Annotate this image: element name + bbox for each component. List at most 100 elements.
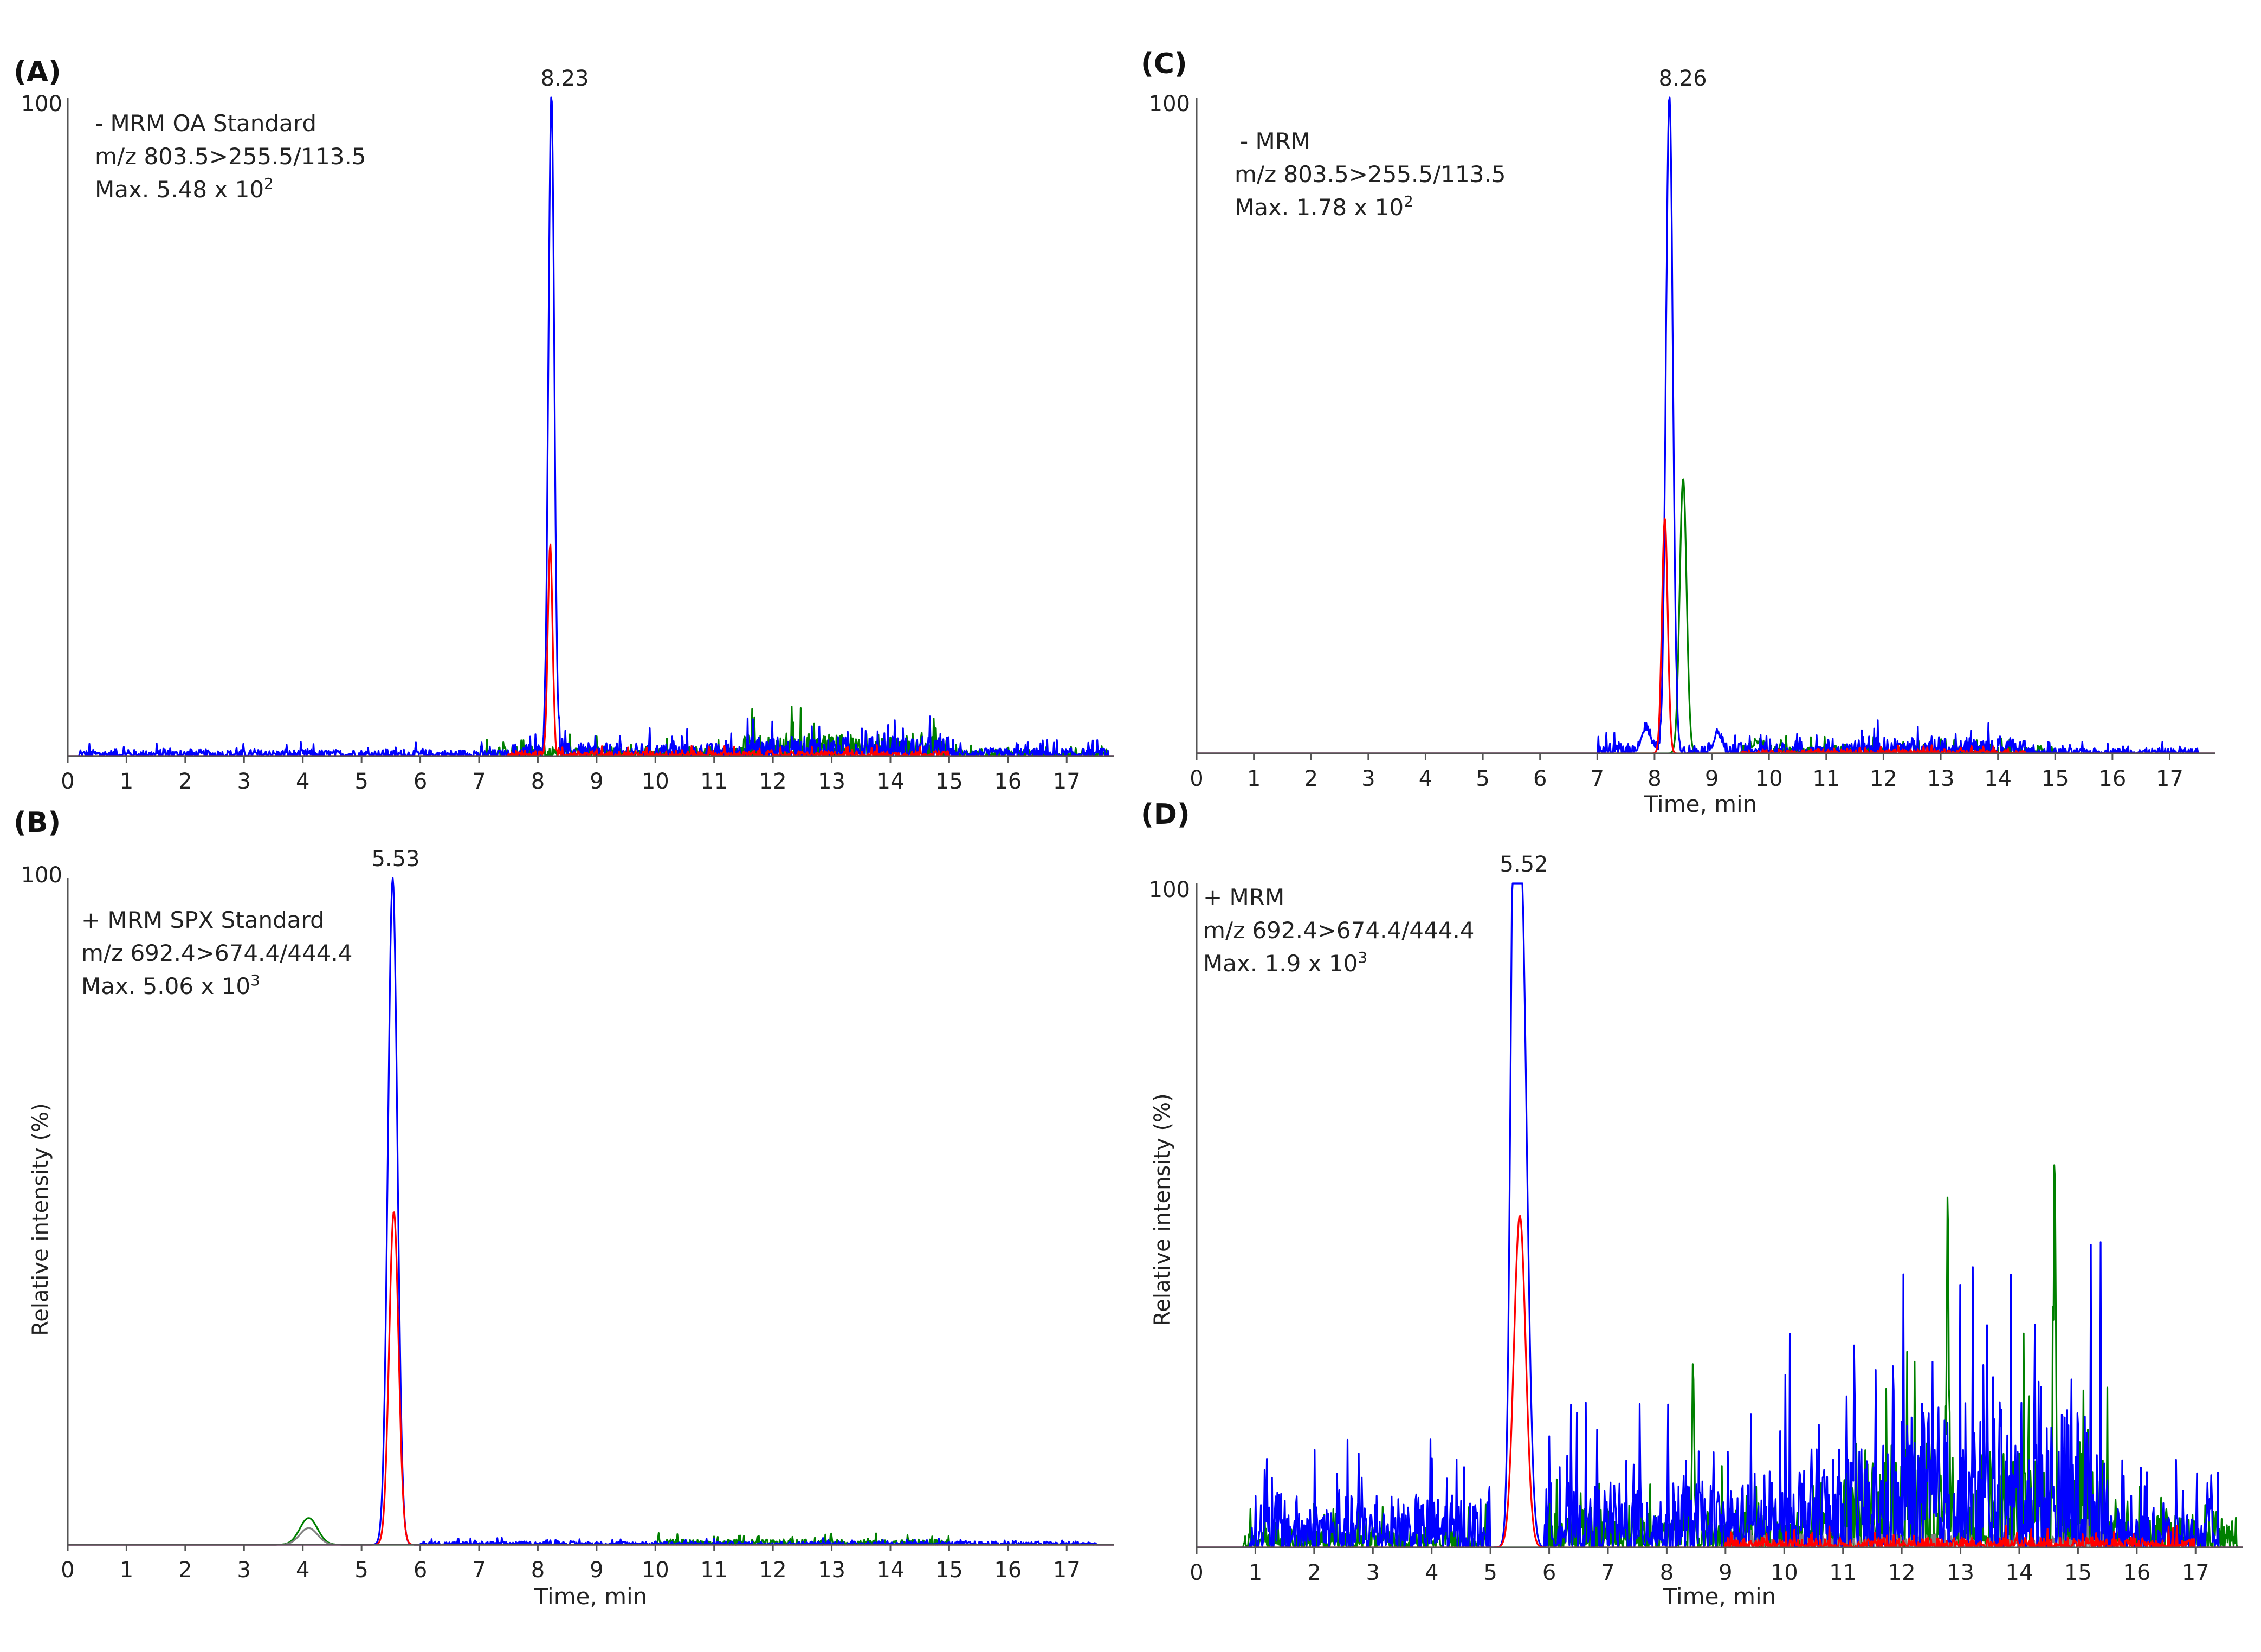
panel-d-x-tick-label: 12 bbox=[1888, 1560, 1916, 1585]
panel-b-max-exponent: 3 bbox=[250, 971, 260, 989]
panel-a-annotation-line-1: - MRM OA Standard bbox=[95, 110, 316, 137]
panel-a-x-ticks: 0 1 2 3 4 5 6 7 8 9 10 11 12 13 14 15 16 17 bbox=[61, 756, 1081, 794]
panel-c-plot-area: 0 1 2 3 4 5 6 7 8 9 10 11 12 13 14 15 16 17 8.26 - MRM m/… bbox=[1190, 66, 2216, 817]
panel-c-max-exponent: 2 bbox=[1404, 192, 1413, 210]
panel-b-x-tick-label: 7 bbox=[472, 1558, 486, 1583]
panel-b-x-tick-label: 14 bbox=[877, 1558, 905, 1583]
panel-a-annotation-line-2: m/z 803.5>255.5/113.5 bbox=[95, 143, 366, 170]
panel-d-max-exponent: 3 bbox=[1358, 948, 1367, 966]
panel-d-y-axis-title: Relative intensity (%) bbox=[1150, 1093, 1175, 1326]
panel-b-x-tick-label: 12 bbox=[759, 1558, 787, 1583]
panel-a-x-tick-label: 9 bbox=[590, 769, 603, 794]
panel-c-x-tick-label: 13 bbox=[1927, 766, 1955, 791]
panel-a-plot-area: 0 1 2 3 4 5 6 7 8 9 10 11 12 13 14 15 16 17 8.23 - MRM OA… bbox=[61, 66, 1114, 794]
panel-a-y-top-label: 100 bbox=[21, 92, 62, 117]
panel-b-x-tick-label: 0 bbox=[61, 1558, 74, 1583]
panel-b-annotation-line-2: m/z 692.4>674.4/444.4 bbox=[81, 940, 353, 966]
panel-c-annotation-line-1: - MRM bbox=[1240, 128, 1310, 154]
panel-a-max-text: Max. 5.48 x 10 bbox=[95, 176, 264, 203]
panel-c-x-tick-label: 2 bbox=[1304, 766, 1318, 791]
panel-c-x-tick-label: 3 bbox=[1361, 766, 1375, 791]
panel-b-x-tick-label: 3 bbox=[237, 1558, 251, 1583]
panel-c-annotation-line-3: Max. 1.78 x 102 bbox=[1235, 192, 1413, 221]
panel-a-x-tick-label: 8 bbox=[531, 769, 545, 794]
panel-b-max-text: Max. 5.06 x 10 bbox=[81, 973, 250, 999]
panel-c-x-ticks: 0 1 2 3 4 5 6 7 8 9 10 11 12 13 14 15 16 17 bbox=[1190, 753, 2184, 791]
panel-d-x-tick-label: 2 bbox=[1307, 1560, 1321, 1585]
panel-a-x-tick-label: 1 bbox=[120, 769, 133, 794]
panel-d-annotation-line-1: + MRM bbox=[1203, 884, 1284, 911]
panel-d-x-tick-label: 7 bbox=[1601, 1560, 1614, 1585]
panel-a-label: (A) bbox=[14, 56, 61, 88]
panel-c-x-tick-label: 4 bbox=[1419, 766, 1432, 791]
panel-b-x-tick-label: 4 bbox=[296, 1558, 309, 1583]
panel-c-peak-label: 8.26 bbox=[1658, 66, 1707, 91]
panel-d-x-tick-label: 16 bbox=[2123, 1560, 2150, 1585]
panel-c-x-tick-label: 17 bbox=[2156, 766, 2184, 791]
panel-d-x-tick-label: 8 bbox=[1660, 1560, 1674, 1585]
panel-a-x-tick-label: 4 bbox=[296, 769, 309, 794]
panel-d-x-tick-label: 3 bbox=[1366, 1560, 1380, 1585]
panel-a-x-tick-label: 0 bbox=[61, 769, 74, 794]
panel-b-x-tick-label: 2 bbox=[178, 1558, 192, 1583]
panel-a-x-tick-label: 13 bbox=[818, 769, 845, 794]
panel-d-plot-area: 0 1 2 3 4 5 6 7 8 9 10 11 12 13 14 15 16 17 5.52 + MRM m/… bbox=[1190, 852, 2243, 1610]
panel-d-annotation-line-3: Max. 1.9 x 103 bbox=[1203, 948, 1367, 977]
panel-c-x-tick-label: 16 bbox=[2098, 766, 2126, 791]
panel-d-x-axis-title: Time, min bbox=[1663, 1583, 1776, 1610]
panel-c-x-tick-label: 7 bbox=[1591, 766, 1604, 791]
panel-d-annotation-line-2: m/z 692.4>674.4/444.4 bbox=[1203, 917, 1475, 944]
panel-c-max-text: Max. 1.78 x 10 bbox=[1235, 194, 1404, 221]
panel-c-x-tick-label: 0 bbox=[1190, 766, 1203, 791]
panel-c-label: (C) bbox=[1141, 48, 1187, 80]
panel-a-x-tick-label: 3 bbox=[237, 769, 251, 794]
panel-c-x-tick-label: 11 bbox=[1812, 766, 1840, 791]
panel-d-peak-label: 5.52 bbox=[1500, 852, 1548, 877]
panel-b-x-axis-title: Time, min bbox=[534, 1583, 648, 1610]
panel-b-x-tick-label: 6 bbox=[414, 1558, 427, 1583]
panel-c-x-tick-label: 1 bbox=[1247, 766, 1261, 791]
panel-a-x-tick-label: 2 bbox=[178, 769, 192, 794]
panel-a: (A) 100 0 1 2 3 4 5 6 7 8 9 10 11 12 13 14 15 16 17 8.23 … bbox=[14, 56, 1114, 794]
panel-b-annotation-line-1: + MRM SPX Standard bbox=[81, 907, 325, 933]
panel-c-x-axis-title: Time, min bbox=[1644, 791, 1758, 817]
panel-b-y-axis-title: Relative intensity (%) bbox=[28, 1103, 53, 1335]
panel-b-plot-area: 0 1 2 3 4 5 6 7 8 9 10 11 12 13 14 15 16 17 5.53 + MRM SP… bbox=[61, 847, 1114, 1610]
panel-a-x-tick-label: 11 bbox=[700, 769, 728, 794]
panel-a-x-tick-label: 6 bbox=[414, 769, 427, 794]
panel-d-x-tick-label: 15 bbox=[2064, 1560, 2092, 1585]
panel-b-y-top-label: 100 bbox=[21, 863, 62, 888]
panel-a-x-tick-label: 5 bbox=[354, 769, 368, 794]
panel-d-trace-series-1 bbox=[1196, 882, 2243, 1548]
panel-d-x-tick-label: 10 bbox=[1771, 1560, 1798, 1585]
panel-c-x-tick-label: 8 bbox=[1648, 766, 1661, 791]
panel-b-x-tick-label: 17 bbox=[1053, 1558, 1081, 1583]
panel-c-x-tick-label: 9 bbox=[1705, 766, 1719, 791]
panel-d-x-tick-label: 6 bbox=[1542, 1560, 1556, 1585]
panel-b-label: (B) bbox=[14, 806, 61, 839]
panel-b-x-tick-label: 1 bbox=[120, 1558, 133, 1583]
panel-c-x-tick-label: 6 bbox=[1533, 766, 1547, 791]
panel-a-peak-label: 8.23 bbox=[540, 66, 589, 91]
panel-d-x-tick-label: 9 bbox=[1719, 1560, 1732, 1585]
panel-d-label: (D) bbox=[1141, 798, 1190, 831]
panel-d-x-tick-label: 17 bbox=[2182, 1560, 2210, 1585]
panel-b-x-tick-label: 8 bbox=[531, 1558, 545, 1583]
panel-b-x-tick-label: 11 bbox=[700, 1558, 728, 1583]
panel-a-x-tick-label: 10 bbox=[642, 769, 669, 794]
panel-c-x-tick-label: 10 bbox=[1755, 766, 1783, 791]
panel-d-x-tick-label: 5 bbox=[1483, 1560, 1497, 1585]
panel-c-x-tick-label: 5 bbox=[1476, 766, 1489, 791]
panel-c-x-tick-label: 15 bbox=[2042, 766, 2069, 791]
panel-c: (C) 100 0 1 2 3 4 5 6 7 8 9 10 11 12 13 14 15 16 17 8.26 … bbox=[1141, 48, 2216, 817]
panel-b-x-tick-label: 10 bbox=[642, 1558, 669, 1583]
panel-a-x-tick-label: 12 bbox=[759, 769, 787, 794]
panel-c-annotation-line-2: m/z 803.5>255.5/113.5 bbox=[1235, 161, 1506, 188]
panel-b-x-ticks: 0 1 2 3 4 5 6 7 8 9 10 11 12 13 14 15 16 17 bbox=[61, 1545, 1081, 1583]
panel-b-x-tick-label: 16 bbox=[994, 1558, 1022, 1583]
panel-b-x-tick-label: 9 bbox=[590, 1558, 603, 1583]
panel-c-x-tick-label: 14 bbox=[1984, 766, 2012, 791]
panel-d-x-ticks: 0 1 2 3 4 5 6 7 8 9 10 11 12 13 14 15 16 17 bbox=[1190, 1547, 2210, 1585]
panel-a-annotation-line-3: Max. 5.48 x 102 bbox=[95, 175, 274, 203]
